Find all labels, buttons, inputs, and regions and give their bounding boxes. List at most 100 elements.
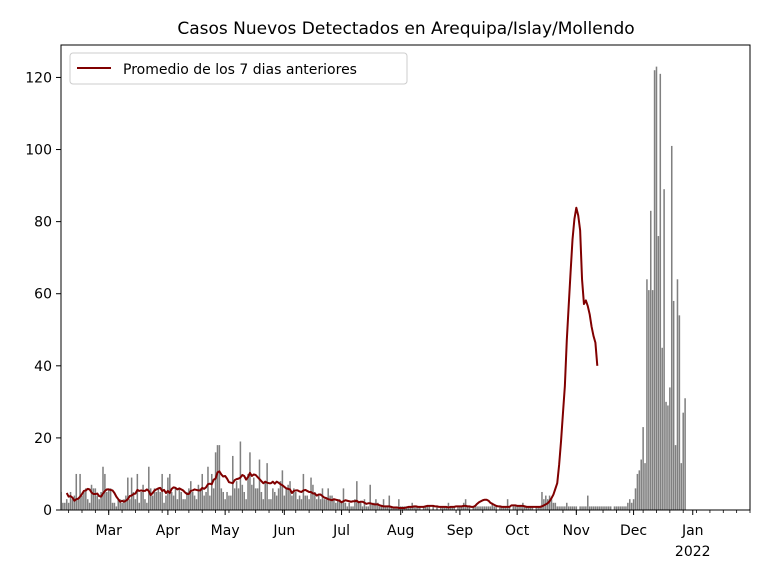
bar bbox=[176, 499, 179, 510]
bar bbox=[159, 491, 162, 510]
bar bbox=[186, 491, 188, 510]
bar bbox=[550, 499, 553, 510]
bar bbox=[649, 210, 652, 510]
bar bbox=[69, 491, 72, 510]
bar bbox=[153, 488, 156, 510]
bar bbox=[92, 488, 95, 510]
bar bbox=[119, 499, 121, 510]
bar bbox=[539, 506, 541, 510]
bar bbox=[680, 463, 683, 510]
bar bbox=[659, 73, 662, 510]
bar bbox=[581, 506, 583, 510]
bar bbox=[300, 499, 303, 510]
bar bbox=[445, 506, 448, 510]
bar bbox=[312, 484, 314, 510]
bar bbox=[501, 506, 503, 510]
bar bbox=[319, 499, 322, 510]
bar bbox=[663, 189, 665, 510]
bar bbox=[83, 491, 85, 510]
bar bbox=[205, 491, 207, 510]
bar bbox=[235, 481, 238, 510]
bar bbox=[499, 506, 501, 510]
bar bbox=[409, 506, 412, 510]
bar-series bbox=[56, 66, 686, 510]
bar bbox=[230, 495, 232, 510]
bar bbox=[272, 488, 274, 510]
bar bbox=[670, 145, 673, 510]
bar bbox=[340, 502, 343, 510]
x-tick-label: Aug bbox=[387, 523, 414, 539]
bar bbox=[625, 506, 627, 510]
bar bbox=[545, 495, 547, 510]
bar bbox=[113, 502, 116, 510]
bar bbox=[443, 506, 446, 510]
bar bbox=[378, 506, 381, 510]
bar bbox=[56, 470, 58, 510]
bar bbox=[514, 506, 517, 510]
bar bbox=[602, 506, 604, 510]
bar bbox=[552, 502, 555, 510]
bar bbox=[627, 502, 629, 510]
bar bbox=[554, 502, 557, 510]
x-tick-label: Jan bbox=[681, 523, 704, 539]
bar bbox=[293, 488, 295, 510]
bar bbox=[567, 506, 570, 510]
bar bbox=[190, 481, 192, 510]
bar bbox=[598, 506, 600, 510]
bar bbox=[253, 477, 255, 510]
bar bbox=[163, 502, 165, 510]
bar bbox=[155, 491, 158, 510]
bar bbox=[413, 506, 415, 510]
bar bbox=[193, 495, 196, 510]
bar bbox=[209, 495, 211, 510]
y-tick-label: 120 bbox=[25, 70, 52, 86]
bar bbox=[323, 499, 326, 510]
bar bbox=[329, 495, 331, 510]
y-axis: 0 20 40 60 80 100 120 bbox=[25, 70, 61, 519]
bar bbox=[461, 506, 463, 510]
bar bbox=[315, 499, 318, 510]
bar bbox=[71, 499, 74, 510]
bar bbox=[298, 495, 301, 510]
bar bbox=[367, 506, 370, 510]
bar bbox=[333, 499, 335, 510]
bar bbox=[373, 502, 375, 510]
bar bbox=[283, 495, 286, 510]
y-tick-label: 80 bbox=[34, 215, 52, 231]
bar bbox=[336, 499, 339, 510]
bar bbox=[237, 488, 240, 510]
bar bbox=[100, 491, 102, 510]
x-tick-label: Sep bbox=[447, 523, 474, 539]
bar bbox=[58, 499, 60, 510]
bar bbox=[619, 506, 621, 510]
bar bbox=[138, 502, 141, 510]
bar bbox=[314, 491, 316, 510]
bar bbox=[653, 70, 656, 510]
bar bbox=[130, 477, 133, 510]
bar bbox=[436, 506, 438, 510]
bar bbox=[363, 499, 366, 510]
bar bbox=[478, 506, 480, 510]
bar bbox=[453, 506, 455, 510]
bar bbox=[352, 506, 354, 510]
bar bbox=[224, 499, 226, 510]
bar bbox=[464, 499, 467, 510]
bar bbox=[106, 491, 108, 510]
bar bbox=[665, 401, 667, 510]
bar bbox=[529, 506, 532, 510]
bar bbox=[441, 506, 444, 510]
bar bbox=[270, 499, 272, 510]
bar bbox=[493, 506, 496, 510]
bar bbox=[621, 506, 623, 510]
x-tick-label: Oct bbox=[505, 523, 530, 539]
bar bbox=[365, 506, 368, 510]
bar bbox=[296, 499, 299, 510]
bar bbox=[214, 452, 217, 510]
bar bbox=[674, 445, 677, 510]
bar bbox=[86, 499, 89, 510]
bar bbox=[90, 484, 93, 510]
bar bbox=[275, 495, 278, 510]
bar bbox=[111, 502, 114, 510]
bar bbox=[94, 488, 97, 510]
